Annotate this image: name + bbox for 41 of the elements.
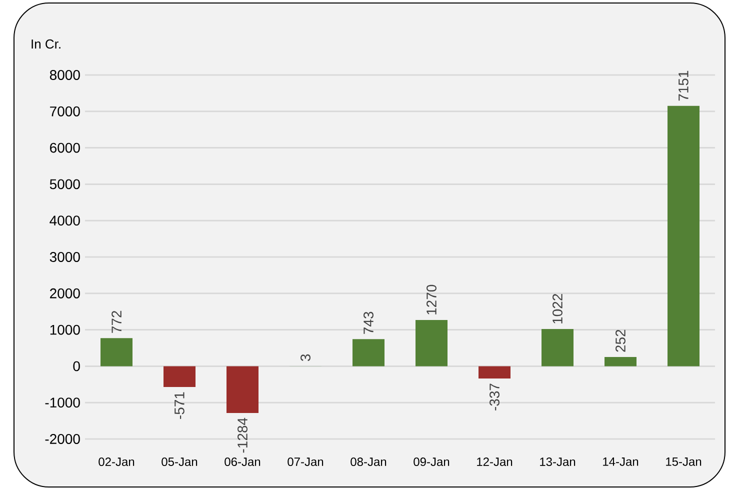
- data-label: 772: [112, 310, 122, 333]
- y-tick-label: -2000: [45, 434, 80, 444]
- data-label: 3: [300, 354, 310, 362]
- x-tick-label: 06-Jan: [224, 458, 260, 466]
- y-axis-title: In Cr.: [32, 39, 60, 49]
- y-tick-label: 6000: [50, 142, 80, 153]
- bar: [226, 366, 259, 413]
- bar: [164, 366, 196, 387]
- bar: [668, 106, 700, 366]
- x-tick-label: 02-Jan: [98, 458, 134, 466]
- y-tick-label: 1000: [50, 324, 80, 335]
- bar: [478, 366, 511, 378]
- data-label: 252: [616, 330, 626, 352]
- y-tick-label: 2000: [50, 288, 80, 298]
- bar: [604, 357, 637, 366]
- data-label: -1284: [238, 418, 248, 453]
- data-label: 1022: [552, 294, 562, 324]
- data-label: -571: [174, 392, 184, 419]
- data-label: 743: [364, 312, 374, 334]
- data-label: -337: [490, 384, 500, 410]
- y-tick-label: 8000: [50, 70, 80, 80]
- y-tick-label: 3000: [50, 252, 80, 262]
- x-tick-label: 12-Jan: [477, 458, 512, 466]
- y-tick-label: -1000: [45, 398, 80, 408]
- x-tick-label: 14-Jan: [603, 458, 638, 466]
- y-tick-label: 0: [73, 361, 80, 372]
- y-tick-label: 7000: [50, 106, 80, 116]
- x-tick-label: 05-Jan: [162, 458, 198, 466]
- data-label: 7151: [678, 70, 688, 101]
- bar: [352, 339, 385, 366]
- x-tick-label: 13-Jan: [540, 458, 576, 466]
- x-tick-label: 07-Jan: [288, 458, 324, 466]
- x-tick-label: 15-Jan: [666, 458, 702, 466]
- bar: [100, 338, 133, 366]
- y-tick-label: 4000: [50, 216, 80, 226]
- y-tick-label: 5000: [50, 179, 80, 190]
- bar: [416, 320, 448, 366]
- data-label: 1270: [426, 284, 436, 314]
- x-tick-label: 09-Jan: [414, 458, 450, 466]
- bar: [542, 329, 574, 366]
- x-tick-label: 08-Jan: [350, 458, 386, 466]
